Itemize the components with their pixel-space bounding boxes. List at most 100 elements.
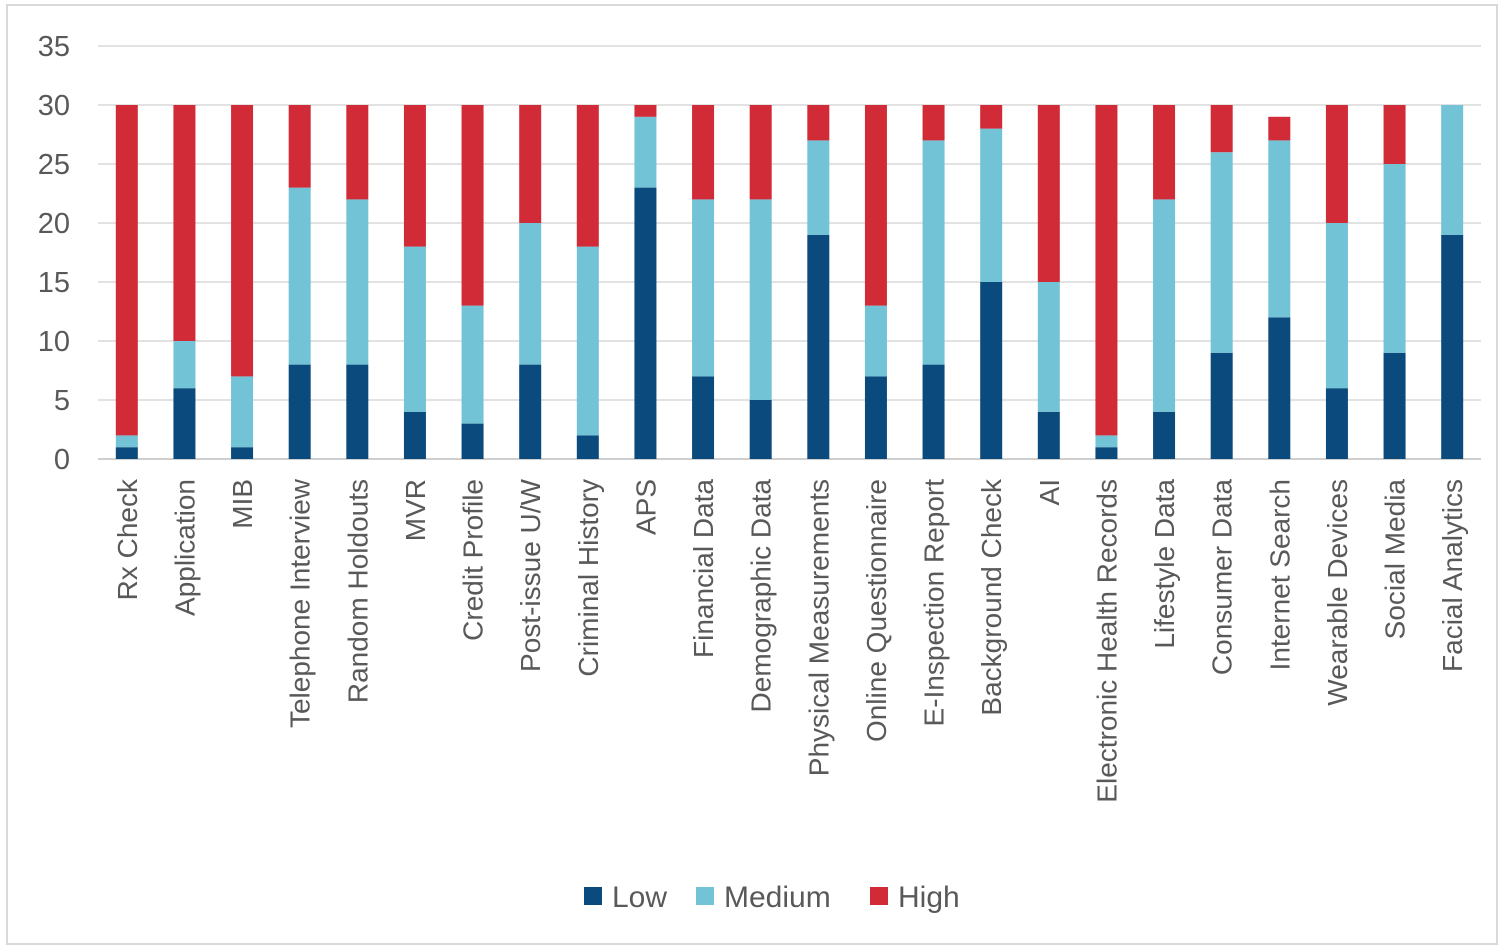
bar-segment-low xyxy=(1441,234,1464,459)
x-tick-label: Credit Profile xyxy=(458,479,489,641)
bar-segment-low xyxy=(519,364,542,459)
bar-segment-high xyxy=(634,105,657,117)
legend-swatch-medium xyxy=(696,887,714,905)
bar-segment-medium xyxy=(1210,152,1233,353)
bar-segment-medium xyxy=(1383,164,1406,353)
bar-segment-high xyxy=(749,105,772,200)
bar-segment-medium xyxy=(173,341,196,389)
x-tick-label: MVR xyxy=(400,479,431,541)
y-tick-label: 30 xyxy=(38,90,70,122)
bar-segment-medium xyxy=(807,140,830,235)
legend-swatch-high xyxy=(870,887,888,905)
x-tick-label: Online Questionnaire xyxy=(861,479,892,742)
x-tick-label: Criminal History xyxy=(573,479,604,677)
bar-segment-medium xyxy=(634,116,657,188)
bar-segment-medium xyxy=(231,376,254,448)
bar-segment-low xyxy=(576,435,599,459)
y-tick-label: 10 xyxy=(38,326,70,358)
bar-segment-medium xyxy=(864,305,887,377)
bar-segment-medium xyxy=(288,187,311,365)
x-tick-label: E-Inspection Report xyxy=(919,479,950,727)
legend-swatch-low xyxy=(584,887,602,905)
legend-label-medium: Medium xyxy=(724,881,831,914)
bar-segment-low xyxy=(1268,317,1291,459)
x-tick-label: MIB xyxy=(227,479,258,529)
bar-segment-medium xyxy=(1325,223,1348,389)
bar-segment-high xyxy=(1268,116,1291,141)
y-tick-label: 25 xyxy=(38,149,70,181)
bar-segment-medium xyxy=(980,128,1003,282)
bar-segment-high xyxy=(922,105,945,141)
x-tick-label: Physical Measurements xyxy=(803,479,834,776)
y-tick-label: 35 xyxy=(38,31,70,63)
bar-segment-low xyxy=(980,282,1003,459)
bar-segment-medium xyxy=(115,435,138,448)
x-tick-label: AI xyxy=(1034,479,1065,505)
bar-segment-high xyxy=(231,105,254,377)
bar-segment-low xyxy=(692,376,715,459)
bar-segment-high xyxy=(864,105,887,306)
bar-segment-low xyxy=(922,364,945,459)
x-tick-label: Financial Data xyxy=(688,479,719,658)
y-tick-label: 15 xyxy=(38,267,70,299)
x-tick-label: Consumer Data xyxy=(1207,479,1238,676)
bar-segment-high xyxy=(1325,105,1348,223)
y-tick-label: 20 xyxy=(38,208,70,240)
bar-segment-low xyxy=(1037,411,1060,459)
x-tick-label: Lifestyle Data xyxy=(1149,479,1180,649)
x-tick-label: Post-issue U/W xyxy=(515,478,546,671)
bar-segment-low xyxy=(403,411,426,459)
bar-segment-low xyxy=(115,447,138,459)
bar-segment-medium xyxy=(346,199,369,365)
bar-segment-low xyxy=(1153,411,1176,459)
x-tick-label: Background Check xyxy=(976,478,1007,716)
bar-segment-low xyxy=(807,234,830,459)
bar-segment-high xyxy=(115,105,138,436)
bar-segment-low xyxy=(1325,388,1348,459)
x-tick-label: Internet Search xyxy=(1264,479,1295,670)
bar-segment-low xyxy=(864,376,887,459)
bar-segment-high xyxy=(576,105,599,247)
x-axis-ticks: Rx Check Application MIB Telephone Intervie… xyxy=(112,478,1468,803)
legend-label-high: High xyxy=(898,881,960,914)
legend: Low Medium High xyxy=(584,881,960,914)
bar-segment-low xyxy=(461,423,484,459)
legend-label-low: Low xyxy=(612,881,667,914)
bar-segment-low xyxy=(231,447,254,459)
bar-segment-medium xyxy=(519,223,542,365)
x-tick-label: Facial Analytics xyxy=(1437,479,1468,672)
x-tick-label: Electronic Health Records xyxy=(1091,479,1122,803)
bar-segment-high xyxy=(173,105,196,341)
x-tick-label: Wearable Devices xyxy=(1322,479,1353,706)
x-tick-label: Telephone Interview xyxy=(285,478,316,728)
x-tick-label: APS xyxy=(630,479,661,535)
bar-segment-medium xyxy=(692,199,715,377)
y-tick-label: 0 xyxy=(54,444,70,476)
bar-segment-high xyxy=(346,105,369,200)
bar-segment-high xyxy=(519,105,542,223)
bar-segment-high xyxy=(807,105,830,141)
x-tick-label: Random Holdouts xyxy=(342,479,373,703)
bar-segment-high xyxy=(461,105,484,306)
bar-segment-low xyxy=(1095,447,1118,459)
bar-segment-low xyxy=(1383,352,1406,459)
x-tick-label: Social Media xyxy=(1380,479,1411,640)
bar-segment-medium xyxy=(403,246,426,412)
bar-segment-medium xyxy=(922,140,945,365)
bar-segment-high xyxy=(1153,105,1176,200)
gridlines xyxy=(98,45,1481,460)
bar-segment-low xyxy=(749,400,772,459)
y-tick-label: 5 xyxy=(54,385,70,417)
bars xyxy=(115,105,1464,459)
bar-segment-high xyxy=(1210,105,1233,153)
bar-segment-low xyxy=(634,187,657,459)
bar-segment-low xyxy=(173,388,196,459)
bar-segment-medium xyxy=(1268,140,1291,318)
bar-segment-high xyxy=(403,105,426,247)
x-tick-label: Application xyxy=(169,479,200,616)
bar-segment-high xyxy=(1037,105,1060,282)
bar-segment-medium xyxy=(1095,435,1118,448)
bar-segment-medium xyxy=(1441,105,1464,235)
bar-segment-low xyxy=(288,364,311,459)
